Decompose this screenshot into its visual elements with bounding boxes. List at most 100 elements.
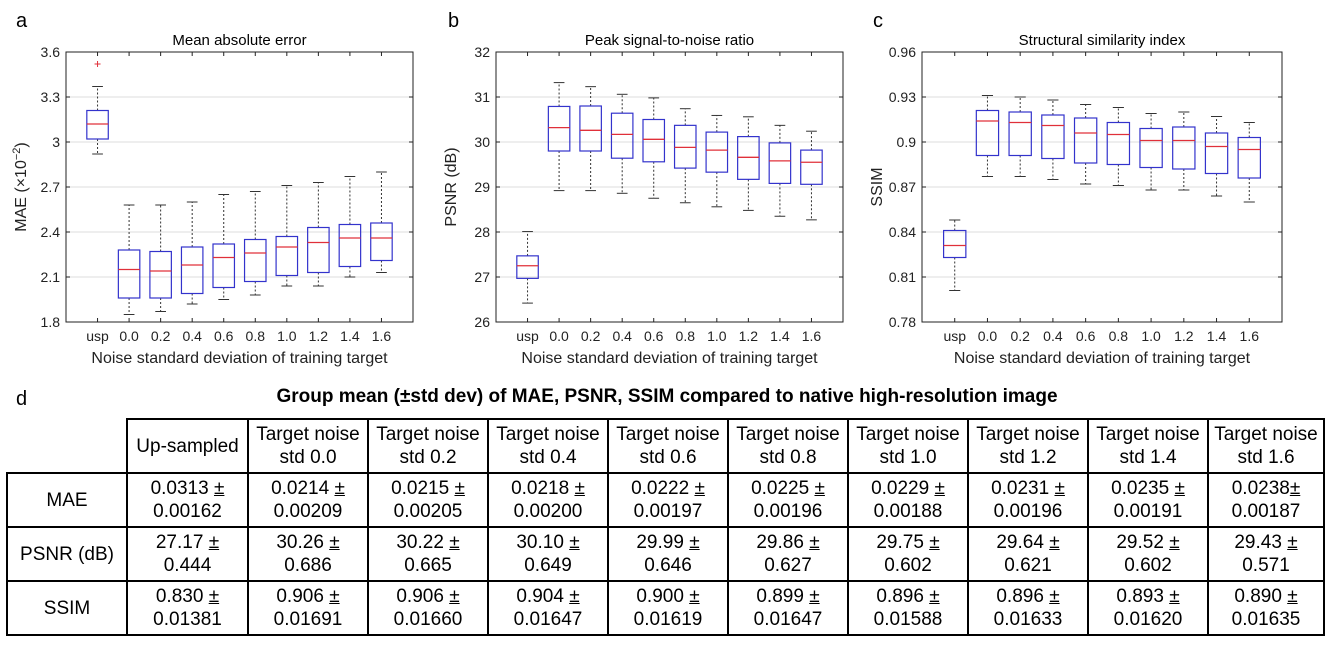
chart-panel-3: 0.78 0.81 0.84 0.87 0.9 0.93 0.96 usp 0.0 0.2 0.4 0… <box>869 32 1283 367</box>
table-cell-text: 0.896 ± <box>996 586 1060 607</box>
table-cell-text: 30.10 ± <box>516 532 580 553</box>
table-cell: 0.900 ±0.01619 <box>607 580 729 636</box>
y-axis-label: SSIM <box>869 167 886 206</box>
panel-label-c: c <box>873 10 883 32</box>
y-tick-label: 32 <box>474 44 490 60</box>
table-cell: 0.899 ±0.01647 <box>727 580 849 636</box>
table-cell-text: 29.52 ± <box>1116 532 1180 553</box>
box-0.0 <box>547 82 571 192</box>
table-cell-text: 0.665 <box>404 555 452 576</box>
x-tick-label: 0.6 <box>1076 328 1096 344</box>
x-tick-label: 0.8 <box>676 328 696 344</box>
x-tick-label: 1.4 <box>770 328 790 344</box>
x-tick-label: 1.2 <box>1174 328 1194 344</box>
row-header: MAE <box>6 472 128 528</box>
box-1.0 <box>1139 113 1163 191</box>
box-1.4 <box>338 176 362 278</box>
table-cell: 0.906 ±0.01660 <box>367 580 489 636</box>
y-tick-label: 27 <box>474 269 490 285</box>
x-tick-label: 1.0 <box>707 328 727 344</box>
box-0.6 <box>642 97 666 199</box>
row-header-text: SSIM <box>43 597 91 619</box>
table-cell-text: 0.0229 ± <box>871 478 945 499</box>
table-cell-text: 0.01660 <box>393 609 463 630</box>
row-header: PSNR (dB) <box>6 526 128 582</box>
box-0.8 <box>673 108 697 204</box>
box-iqr <box>705 131 729 173</box>
box-iqr <box>275 235 299 277</box>
table-cell-text: 0.0214 ± <box>271 478 345 499</box>
y-tick-label: 28 <box>474 224 490 240</box>
column-header: Target noise std 0.0 <box>247 418 369 474</box>
box-iqr <box>642 118 666 163</box>
table-cell-text: 0.01619 <box>633 609 703 630</box>
chart-panel-1: 1.8 2.1 2.4 2.7 3 3.3 3.6 usp 0.0 0.2 0.4 0.6 0.8 1.0… <box>11 32 414 367</box>
table-row: PSNR (dB) 27.17 ±0.444 30.26 ±0.686 30.22 ±… <box>6 526 1325 582</box>
column-header: Target noise std 0.2 <box>367 418 489 474</box>
table-cell-text: 0.896 ± <box>876 586 940 607</box>
box-iqr <box>1237 136 1262 179</box>
box-iqr <box>800 149 823 185</box>
x-tick-label: 1.0 <box>277 328 297 344</box>
y-tick-label: 2.4 <box>41 224 61 240</box>
column-header-text: Target noise <box>616 424 720 445</box>
column-header-text: std 0.0 <box>279 447 337 468</box>
table-cell-text: 0.00200 <box>513 501 583 522</box>
table-cell-text: 0.444 <box>163 555 212 576</box>
box-1.2 <box>307 182 330 287</box>
x-axis-label: Noise standard deviation of training tar… <box>521 350 818 367</box>
table-cell-text: 0.830 ± <box>155 586 220 607</box>
box-0.0 <box>117 204 141 315</box>
table-cell-text: 0.00196 <box>993 501 1063 522</box>
box-usp <box>942 219 967 291</box>
x-tick-label: 0.6 <box>644 328 664 344</box>
box-usp <box>86 61 109 155</box>
box-iqr <box>516 255 539 279</box>
y-tick-label: 31 <box>474 89 490 105</box>
x-tick-label: 1.0 <box>1141 328 1161 344</box>
box-1.2 <box>1172 111 1196 191</box>
x-tick-label: 1.2 <box>309 328 329 344</box>
column-header: Target noise std 1.2 <box>967 418 1089 474</box>
x-tick-label: 0.0 <box>978 328 998 344</box>
y-tick-label: 2.1 <box>41 269 61 285</box>
table-cell: 0.904 ±0.01647 <box>487 580 609 636</box>
table-cell-text: 0.01635 <box>1231 609 1301 630</box>
table-cell: 29.43 ±0.571 <box>1207 526 1325 582</box>
x-tick-label: 0.6 <box>214 328 234 344</box>
y-tick-label: 30 <box>474 134 490 150</box>
box-iqr <box>1172 126 1196 170</box>
column-header-text: std 0.2 <box>399 447 457 468</box>
x-tick-label: 0.8 <box>1109 328 1129 344</box>
table-cell: 0.830 ±0.01381 <box>126 580 249 636</box>
y-tick-label: 0.78 <box>889 314 916 330</box>
table-row: MAE 0.0313 ±0.00162 0.0214 ±0.00209 0.0215 … <box>6 472 1325 528</box>
column-header-text: std 1.2 <box>999 447 1057 468</box>
table-cell-text: 0.906 ± <box>276 586 340 607</box>
panel-label-b: b <box>448 10 460 32</box>
table-cell-text: 0.0218 ± <box>511 478 585 499</box>
table-cell-text: 0.904 ± <box>516 586 580 607</box>
table-cell: 29.86 ±0.627 <box>727 526 849 582</box>
table-cell-text: 0.906 ± <box>396 586 460 607</box>
box-1.0 <box>705 114 729 208</box>
box-iqr <box>149 250 172 299</box>
row-header-text: MAE <box>46 489 88 511</box>
row-header: SSIM <box>6 580 128 636</box>
table-cell: 0.0238± 0.00187 <box>1207 472 1325 528</box>
table-cell-text: 0.01633 <box>993 609 1063 630</box>
y-axis-label: MAE (×10−2) <box>11 142 30 231</box>
table-cell: 30.10 ±0.649 <box>487 526 609 582</box>
table-cell-text: 0.00197 <box>633 501 703 522</box>
table-cell-text: 0.01691 <box>273 609 343 630</box>
box-iqr <box>212 243 236 289</box>
table-cell: 29.64 ±0.621 <box>967 526 1089 582</box>
x-tick-label: 0.2 <box>581 328 601 344</box>
table-title: Group mean (±std dev) of MAE, PSNR, SSIM… <box>276 386 1058 407</box>
box-0.0 <box>975 95 1000 177</box>
box-1.2 <box>737 116 760 211</box>
table-cell: 0.0313 ±0.00162 <box>126 472 249 528</box>
y-tick-label: 0.87 <box>889 179 916 195</box>
box-0.4 <box>1041 99 1065 180</box>
x-tick-label: 1.6 <box>372 328 392 344</box>
